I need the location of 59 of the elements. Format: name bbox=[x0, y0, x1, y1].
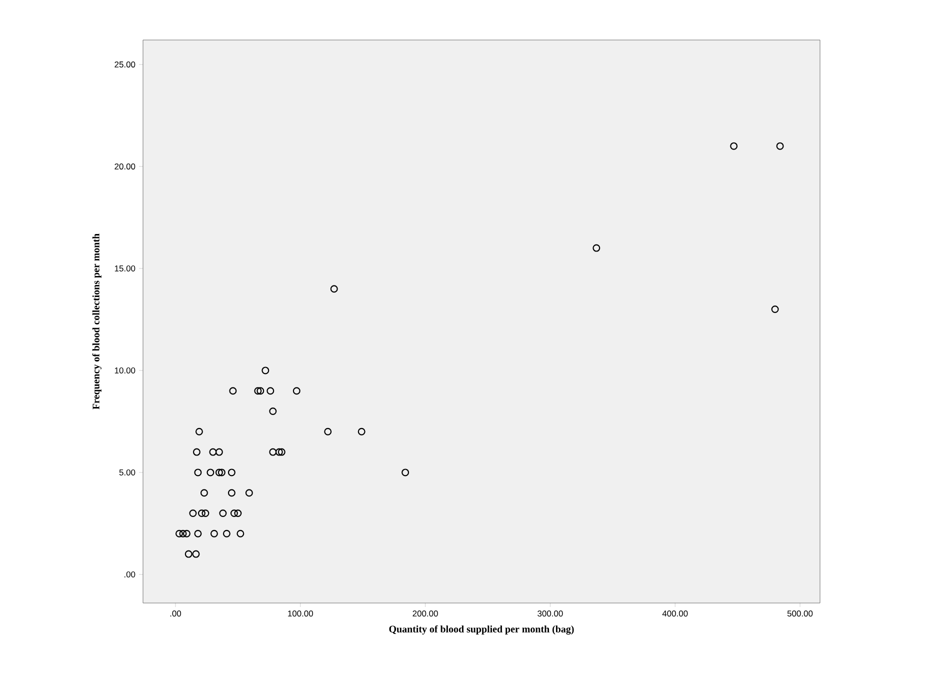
point bbox=[202, 509, 210, 517]
point bbox=[200, 489, 208, 497]
point bbox=[228, 489, 236, 497]
point bbox=[215, 448, 223, 456]
y-tick-label: 25.00 bbox=[114, 61, 136, 68]
point bbox=[776, 142, 784, 150]
point bbox=[194, 530, 202, 538]
point bbox=[592, 244, 600, 252]
point bbox=[219, 509, 227, 517]
x-tick-label: 200.00 bbox=[412, 610, 438, 617]
point bbox=[236, 530, 244, 538]
point bbox=[206, 468, 214, 476]
point bbox=[262, 366, 270, 374]
point bbox=[254, 387, 262, 395]
point bbox=[278, 448, 286, 456]
point bbox=[730, 142, 738, 150]
y-tick-label: .00 bbox=[124, 571, 136, 578]
point bbox=[402, 468, 410, 476]
y-tick-label: 10.00 bbox=[114, 367, 136, 374]
point bbox=[192, 448, 200, 456]
y-axis-title: Frequency of blood collections per month bbox=[92, 234, 102, 410]
y-tick-label: 15.00 bbox=[114, 265, 136, 272]
point bbox=[209, 448, 217, 456]
point bbox=[198, 509, 206, 517]
point bbox=[194, 468, 202, 476]
point bbox=[210, 530, 218, 538]
point bbox=[182, 530, 190, 538]
point bbox=[229, 387, 237, 395]
point bbox=[275, 448, 283, 456]
point bbox=[245, 489, 253, 497]
x-tick-label: .00 bbox=[170, 610, 182, 617]
point bbox=[771, 306, 779, 314]
x-tick-label: 500.00 bbox=[787, 610, 813, 617]
point bbox=[184, 550, 192, 558]
x-tick-label: 300.00 bbox=[538, 610, 563, 617]
point bbox=[324, 428, 332, 436]
point bbox=[192, 550, 200, 558]
point bbox=[195, 428, 203, 436]
point bbox=[330, 285, 338, 293]
point bbox=[256, 387, 264, 395]
x-axis-title: Quantity of blood supplied per month (bag) bbox=[389, 625, 574, 635]
point bbox=[175, 530, 183, 538]
point bbox=[189, 509, 197, 517]
point bbox=[269, 408, 277, 415]
point bbox=[215, 468, 223, 476]
point bbox=[228, 468, 236, 476]
point bbox=[266, 387, 274, 395]
point bbox=[292, 387, 300, 395]
point bbox=[358, 428, 366, 436]
x-tick-label: 400.00 bbox=[662, 610, 688, 617]
y-tick-label: 20.00 bbox=[114, 163, 136, 170]
point bbox=[222, 530, 230, 538]
y-tick-label: 5.00 bbox=[119, 469, 136, 476]
x-tick-label: 100.00 bbox=[288, 610, 313, 617]
point bbox=[269, 448, 277, 456]
point bbox=[179, 530, 187, 538]
point bbox=[234, 509, 242, 517]
point bbox=[218, 468, 226, 476]
point bbox=[230, 509, 238, 517]
